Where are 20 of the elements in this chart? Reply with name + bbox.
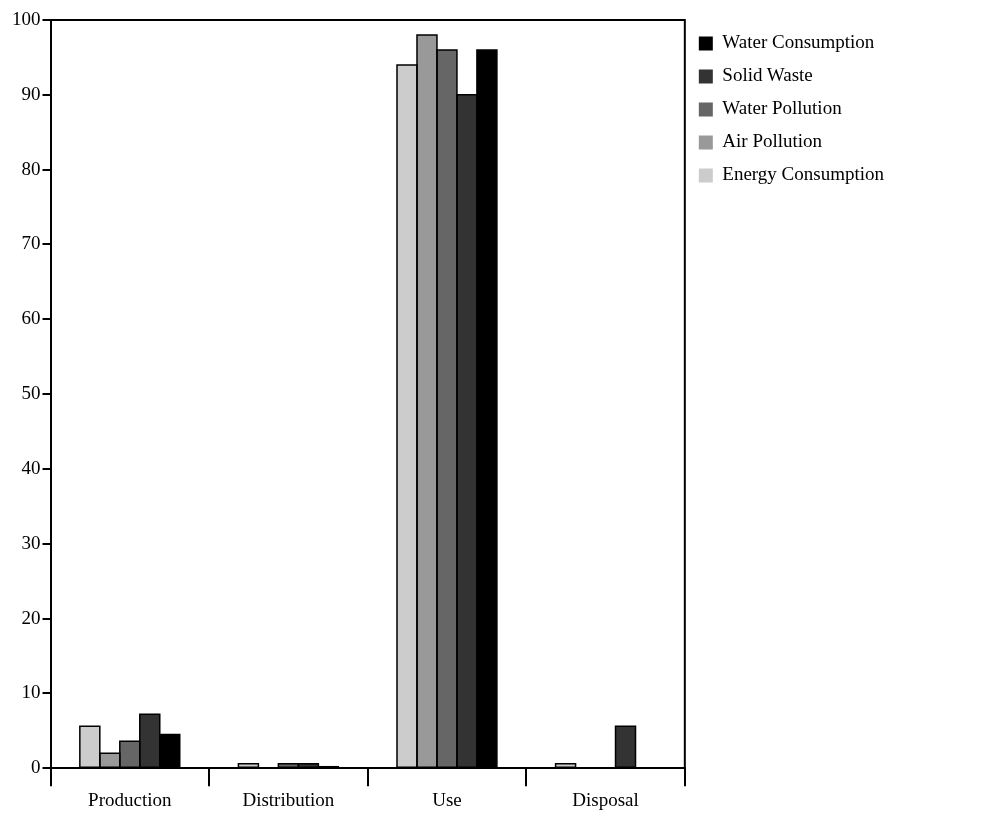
x-tick-label: Disposal [572, 788, 639, 810]
legend-label: Water Consumption [722, 31, 875, 53]
legend-label: Air Pollution [722, 130, 823, 152]
y-tick-label: 10 [21, 681, 41, 703]
y-tick-label: 40 [21, 456, 41, 478]
y-tick-label: 60 [21, 307, 41, 329]
y-tick-label: 90 [21, 82, 41, 104]
legend-label: Solid Waste [722, 64, 813, 86]
y-tick-label: 30 [21, 531, 41, 553]
x-tick-label: Production [88, 788, 172, 810]
y-tick-label: 70 [21, 232, 41, 254]
x-tick-label: Use [432, 788, 462, 810]
y-tick-label: 20 [21, 606, 41, 628]
y-tick-label: 50 [21, 382, 41, 404]
x-tick-label: Distribution [242, 788, 335, 810]
legend-label: Energy Consumption [722, 163, 885, 185]
y-tick-label: 80 [21, 157, 41, 179]
y-tick-label: 100 [12, 7, 41, 29]
y-tick-label: 0 [31, 756, 41, 778]
legend-label: Water Pollution [722, 97, 843, 119]
